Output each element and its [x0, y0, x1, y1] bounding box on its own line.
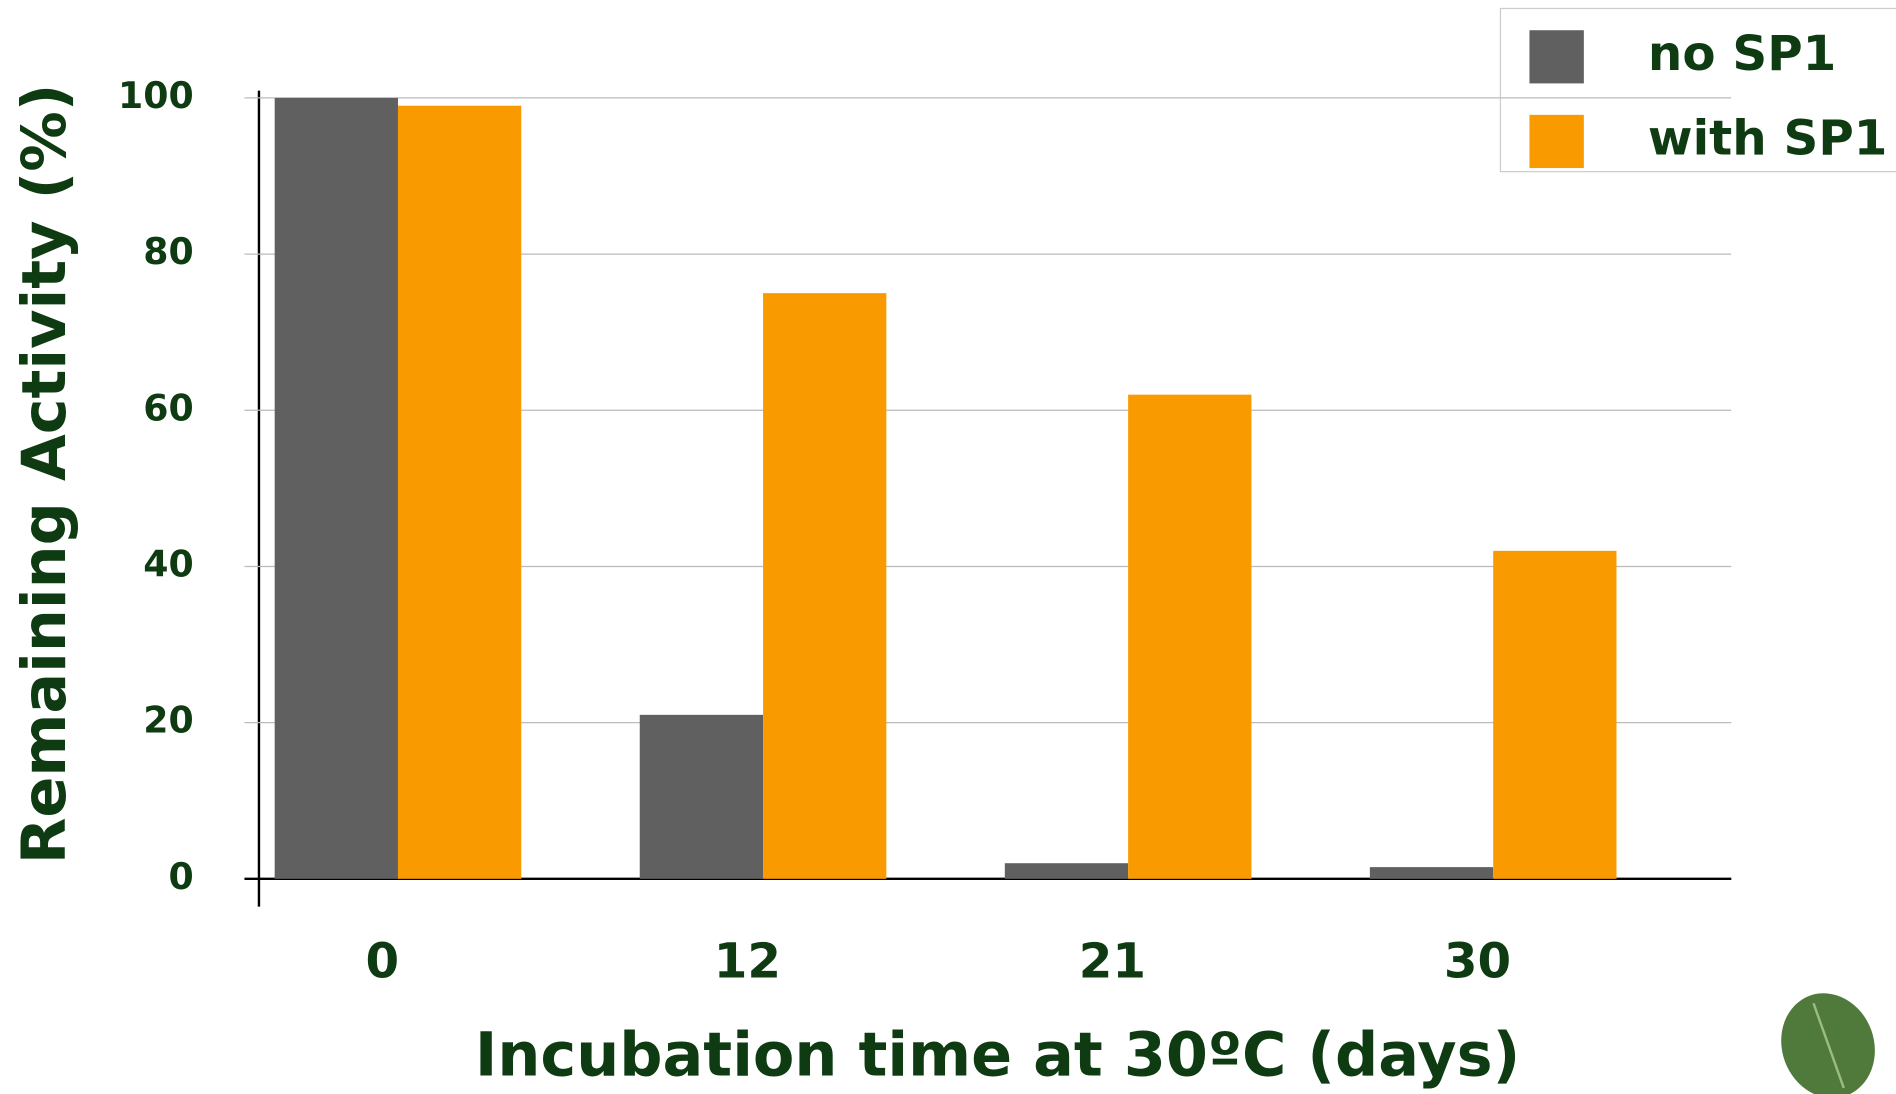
bar: [763, 293, 886, 879]
x-tick-label: 21: [1079, 934, 1146, 990]
y-tick-label: 100: [118, 74, 194, 117]
x-tick-label: 0: [365, 934, 399, 990]
y-tick-label: 20: [143, 699, 193, 742]
y-tick-label: 80: [143, 230, 193, 273]
bar: [1370, 867, 1493, 879]
x-axis-title: Incubation time at 30ºC (days): [475, 1021, 1520, 1091]
y-axis-title: Remaining Activity (%): [10, 84, 80, 865]
bar: [275, 98, 398, 879]
bar: [640, 715, 763, 879]
bar: [398, 106, 521, 879]
y-tick-label: 60: [143, 386, 193, 429]
bar: [1493, 551, 1616, 879]
legend-label: no SP1: [1648, 26, 1836, 82]
legend-label: with SP1: [1648, 110, 1887, 166]
y-tick-label: 0: [168, 855, 193, 898]
legend-swatch: [1529, 30, 1583, 83]
x-tick-label: 12: [714, 934, 781, 990]
bar: [1128, 395, 1251, 879]
leaf-icon: [1767, 980, 1890, 1094]
y-tick-label: 40: [143, 542, 193, 585]
legend-swatch: [1529, 115, 1583, 168]
x-tick-label: 30: [1444, 934, 1511, 990]
chart: Incubation time at 30ºC (days) Remaining…: [0, 0, 1896, 1094]
bar: [1005, 863, 1128, 879]
